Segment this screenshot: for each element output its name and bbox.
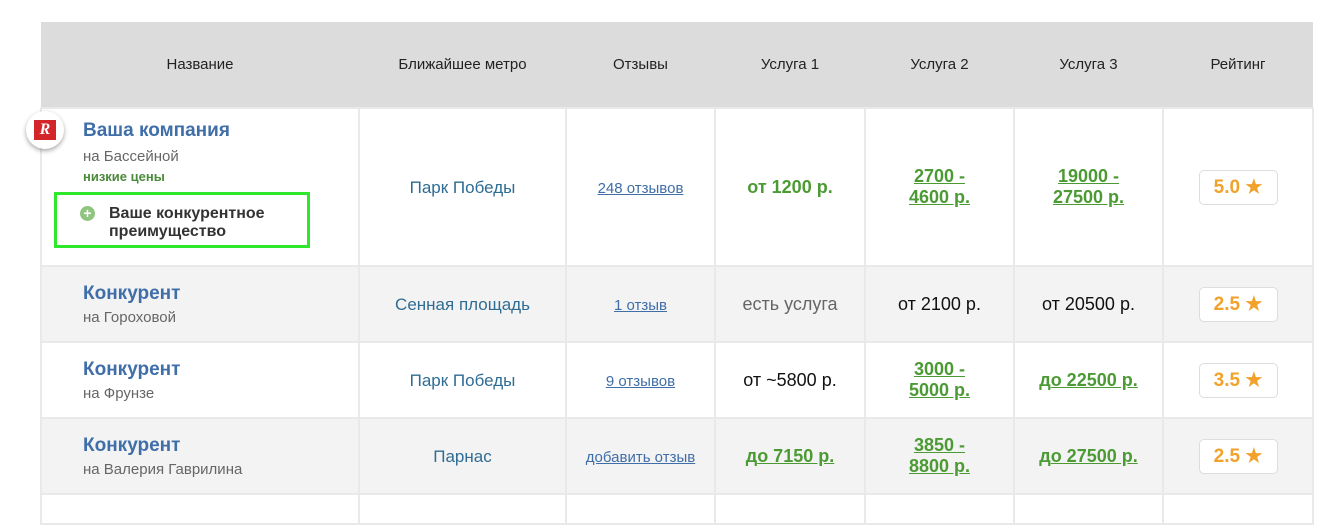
- table-row: Конкурент на Фрунзе Парк Победы 9 отзывов…: [40, 341, 1314, 419]
- add-review-link[interactable]: добавить отзыв: [585, 448, 696, 466]
- company-logo: R: [26, 111, 64, 149]
- rating-value: 5.0: [1213, 176, 1241, 198]
- company-name[interactable]: Конкурент: [83, 434, 181, 456]
- company-name[interactable]: Ваша компания: [83, 120, 230, 141]
- reviews-link[interactable]: 9 отзывов: [605, 372, 676, 390]
- service3-price[interactable]: о 22500 р.: [1050, 369, 1138, 390]
- company-address: на Гороховой: [83, 308, 176, 326]
- table-header: Название Ближайшее метро Отзывы Услуга 1…: [41, 22, 1313, 108]
- service2-price: от 2100 р.: [898, 293, 981, 314]
- header-metro: Ближайшее метро: [359, 22, 566, 108]
- service3-prefix: д: [1039, 445, 1051, 466]
- table-row: Ваша компания на Бассейной низкие цены +…: [40, 107, 1314, 267]
- metro-link[interactable]: Парк Победы: [409, 177, 516, 197]
- service1-price[interactable]: о 7150 р.: [757, 445, 835, 466]
- rating-value: 2.5: [1213, 293, 1241, 315]
- company-address: на Бассейной: [83, 148, 179, 165]
- price-line: 19000 -: [1057, 166, 1120, 186]
- header-service2: Услуга 2: [865, 22, 1014, 108]
- star-icon: ★: [1245, 369, 1263, 391]
- reviews-link[interactable]: 248 отзывов: [597, 179, 684, 197]
- service1-price: от ~5800 р.: [743, 369, 837, 390]
- rating-badge: 2.5 ★: [1198, 286, 1278, 322]
- service1-prefix: д: [745, 445, 758, 466]
- table-row: Конкурент на Гороховой Сенная площадь 1 о…: [40, 265, 1314, 343]
- rating-badge: 2.5 ★: [1198, 438, 1278, 474]
- star-icon: ★: [1245, 293, 1263, 315]
- service2-price[interactable]: 2700 -4600 р.: [909, 166, 970, 207]
- company-address: на Фрунзе: [83, 384, 155, 402]
- advantage-text: Ваше конкурентное преимущество: [109, 205, 265, 240]
- logo-icon: R: [34, 120, 56, 140]
- service3-prefix: д: [1039, 369, 1051, 390]
- price-line: 2700 -: [913, 166, 966, 186]
- service2-price[interactable]: 3850 -8800 р.: [909, 435, 970, 476]
- header-service3: Услуга 3: [1014, 22, 1163, 108]
- name-cell: Ваша компания на Бассейной низкие цены +…: [40, 107, 360, 267]
- company-tag: низкие цены: [83, 169, 165, 184]
- table-row: [40, 493, 1314, 525]
- metro-link[interactable]: Парнас: [433, 446, 492, 466]
- star-icon: ★: [1245, 176, 1263, 198]
- metro-link[interactable]: Парк Победы: [409, 370, 516, 390]
- company-name[interactable]: Конкурент: [83, 282, 181, 304]
- price-line: 3000 -: [913, 359, 966, 379]
- advantage-box: + Ваше конкурентное преимущество: [54, 192, 310, 248]
- service1-price: есть услуга: [742, 293, 838, 314]
- metro-link[interactable]: Сенная площадь: [395, 294, 530, 314]
- reviews-link[interactable]: 1 отзыв: [613, 296, 668, 314]
- price-line: 4600 р.: [908, 187, 971, 207]
- header-rating: Рейтинг: [1163, 22, 1313, 108]
- company-address: на Валерия Гаврилина: [83, 460, 243, 478]
- plus-circle-icon: +: [80, 206, 95, 221]
- header-service1: Услуга 1: [715, 22, 865, 108]
- header-name: Название: [41, 22, 359, 108]
- price-line: 27500 р.: [1052, 187, 1125, 207]
- service3-price[interactable]: 19000 -27500 р.: [1053, 166, 1124, 207]
- header-reviews: Отзывы: [566, 22, 715, 108]
- comparison-table: Название Ближайшее метро Отзывы Услуга 1…: [40, 22, 1314, 525]
- price-line: 3850 -: [913, 435, 966, 455]
- company-name[interactable]: Конкурент: [83, 358, 181, 380]
- rating-badge: 5.0 ★: [1198, 169, 1278, 205]
- service3-price: от 20500 р.: [1042, 293, 1135, 314]
- price-line: 5000 р.: [908, 380, 971, 400]
- table-row: Конкурент на Валерия Гаврилина Парнас доб…: [40, 417, 1314, 495]
- star-icon: ★: [1245, 445, 1263, 467]
- price-line: 8800 р.: [908, 456, 971, 476]
- service3-price[interactable]: о 27500 р.: [1050, 445, 1138, 466]
- rating-value: 3.5: [1213, 369, 1241, 391]
- rating-badge: 3.5 ★: [1198, 362, 1278, 398]
- rating-value: 2.5: [1213, 445, 1241, 467]
- service2-price[interactable]: 3000 -5000 р.: [909, 359, 970, 400]
- service1-price: от 1200 р.: [747, 176, 833, 197]
